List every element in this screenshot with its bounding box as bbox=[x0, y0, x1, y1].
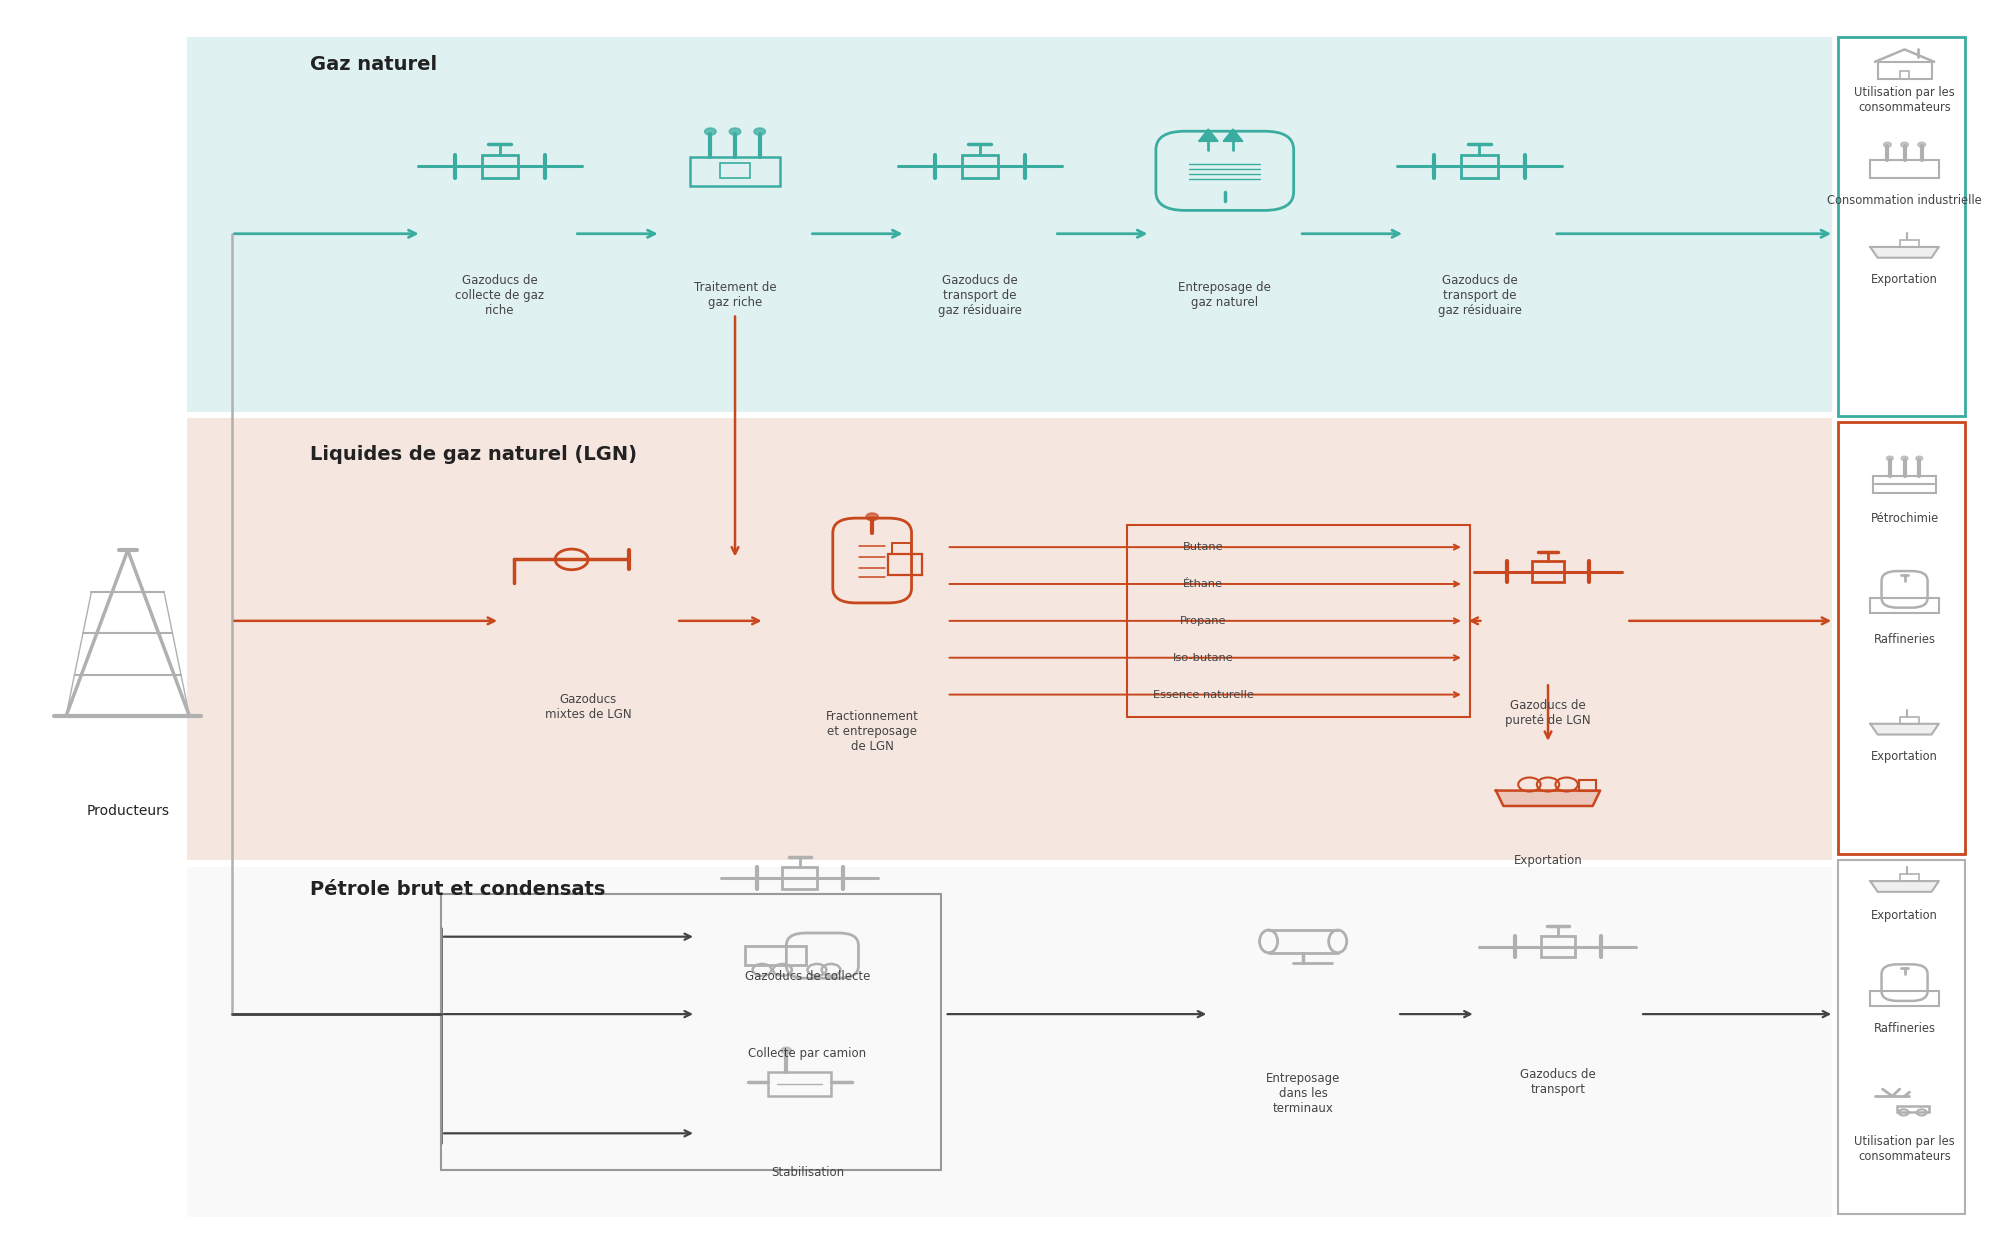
Polygon shape bbox=[1199, 129, 1217, 142]
Bar bbox=[1870, 598, 1938, 613]
Text: Exportation: Exportation bbox=[1870, 909, 1936, 922]
Text: Raffineries: Raffineries bbox=[1872, 1022, 1934, 1036]
Text: Gazoducs de collecte: Gazoducs de collecte bbox=[745, 969, 869, 983]
Text: Pétrole brut et condensats: Pétrole brut et condensats bbox=[310, 880, 605, 899]
Bar bbox=[1872, 475, 1936, 493]
Circle shape bbox=[1882, 142, 1890, 147]
Text: Producteurs: Producteurs bbox=[86, 804, 170, 819]
Text: Liquides de gaz naturel (LGN): Liquides de gaz naturel (LGN) bbox=[310, 445, 637, 464]
Text: Fractionnement
et entreposage
de LGN: Fractionnement et entreposage de LGN bbox=[825, 710, 919, 752]
Bar bbox=[1876, 61, 1930, 79]
Bar bbox=[1461, 154, 1497, 178]
Circle shape bbox=[753, 128, 765, 135]
Bar bbox=[1540, 935, 1574, 957]
Bar bbox=[482, 154, 517, 178]
Circle shape bbox=[1886, 456, 1892, 460]
Polygon shape bbox=[1223, 129, 1243, 142]
Text: Gazoducs
mixtes de LGN: Gazoducs mixtes de LGN bbox=[545, 693, 631, 721]
Bar bbox=[1898, 71, 1908, 79]
Bar bbox=[442, 894, 941, 1170]
Text: Consommation industrielle: Consommation industrielle bbox=[1826, 194, 1980, 207]
Text: Gazoducs de
transport de
gaz résiduaire: Gazoducs de transport de gaz résiduaire bbox=[1437, 273, 1520, 317]
Bar bbox=[186, 418, 1830, 860]
Text: Entreposage de
gaz naturel: Entreposage de gaz naturel bbox=[1177, 281, 1271, 310]
Circle shape bbox=[703, 128, 715, 135]
Circle shape bbox=[1916, 142, 1924, 147]
Circle shape bbox=[1914, 456, 1922, 460]
Polygon shape bbox=[1870, 724, 1938, 735]
Circle shape bbox=[781, 1047, 791, 1053]
Bar bbox=[1898, 874, 1918, 882]
Polygon shape bbox=[1495, 790, 1598, 806]
Text: Collecte par camion: Collecte par camion bbox=[747, 1047, 867, 1060]
Bar bbox=[1870, 161, 1938, 178]
Text: Iso-butane: Iso-butane bbox=[1173, 653, 1233, 662]
Text: Gazoducs de
transport de
gaz résiduaire: Gazoducs de transport de gaz résiduaire bbox=[937, 273, 1021, 317]
Bar bbox=[767, 1072, 831, 1096]
Text: Entreposage
dans les
terminaux: Entreposage dans les terminaux bbox=[1265, 1072, 1341, 1116]
Text: Pétrochimie: Pétrochimie bbox=[1870, 513, 1938, 525]
Text: Utilisation par les
consommateurs: Utilisation par les consommateurs bbox=[1854, 85, 1954, 114]
Polygon shape bbox=[1870, 247, 1938, 258]
Text: Éthane: Éthane bbox=[1183, 579, 1223, 589]
Bar bbox=[1898, 717, 1918, 724]
Bar bbox=[689, 158, 779, 186]
Bar bbox=[1578, 780, 1594, 790]
Text: Raffineries: Raffineries bbox=[1872, 633, 1934, 646]
Text: Butane: Butane bbox=[1183, 542, 1223, 552]
Bar bbox=[1836, 38, 1964, 415]
Bar bbox=[1836, 421, 1964, 854]
Bar bbox=[1870, 991, 1938, 1007]
Circle shape bbox=[865, 513, 877, 520]
Text: Gaz naturel: Gaz naturel bbox=[310, 55, 438, 74]
Polygon shape bbox=[1870, 882, 1938, 892]
Bar bbox=[745, 947, 805, 966]
Bar bbox=[781, 867, 817, 889]
Text: Traitement de
gaz riche: Traitement de gaz riche bbox=[693, 281, 775, 310]
Text: Propane: Propane bbox=[1179, 616, 1227, 626]
Bar bbox=[961, 154, 997, 178]
Text: Gazoducs de
transport: Gazoducs de transport bbox=[1518, 1067, 1594, 1096]
Bar bbox=[1836, 860, 1964, 1214]
Text: Exportation: Exportation bbox=[1870, 750, 1936, 762]
Bar bbox=[891, 543, 911, 554]
Text: Stabilisation: Stabilisation bbox=[771, 1166, 843, 1179]
Bar bbox=[186, 38, 1830, 411]
Bar bbox=[186, 867, 1830, 1216]
Text: Utilisation par les
consommateurs: Utilisation par les consommateurs bbox=[1854, 1135, 1954, 1164]
Text: Gazoducs de
collecte de gaz
riche: Gazoducs de collecte de gaz riche bbox=[456, 273, 543, 317]
Circle shape bbox=[1900, 456, 1906, 460]
Text: Gazoducs de
pureté de LGN: Gazoducs de pureté de LGN bbox=[1504, 698, 1590, 727]
Bar bbox=[1898, 241, 1918, 247]
Bar bbox=[1127, 525, 1469, 717]
Bar bbox=[719, 163, 749, 178]
Circle shape bbox=[1900, 142, 1908, 147]
Bar bbox=[887, 554, 921, 574]
Text: Exportation: Exportation bbox=[1870, 272, 1936, 286]
Text: Essence naturelle: Essence naturelle bbox=[1153, 690, 1253, 700]
Bar bbox=[1530, 562, 1564, 582]
Bar bbox=[1896, 1106, 1928, 1112]
Text: Exportation: Exportation bbox=[1512, 854, 1582, 867]
Circle shape bbox=[729, 128, 741, 135]
